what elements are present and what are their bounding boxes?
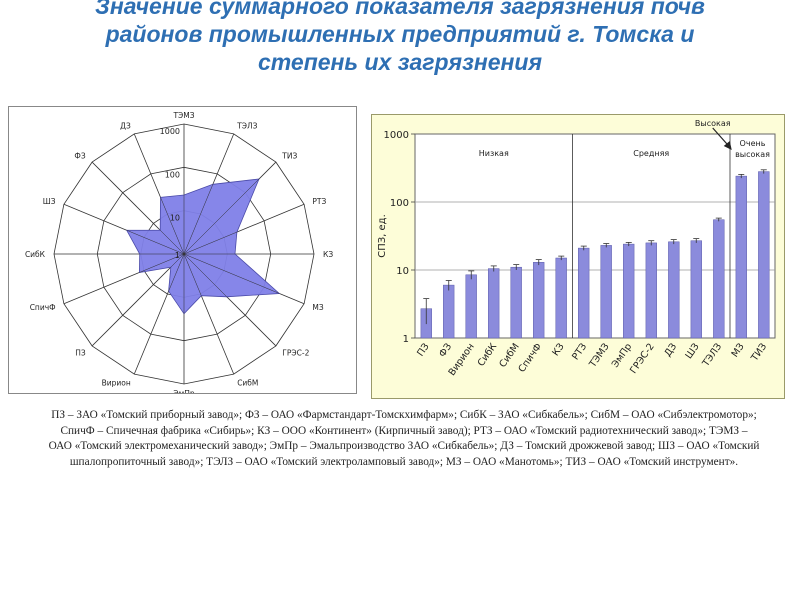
radar-category-label: ГРЭС-2 [282,348,309,357]
bar [465,274,477,339]
x-tick-label: ТИЗ [749,341,769,364]
y-tick-label: 1000 [384,130,409,141]
y-axis-label: СПЗ, ед. [377,214,388,258]
radar-category-label: ТИЗ [281,152,297,161]
x-tick-label: РТЗ [570,341,589,362]
title-line-3: степень их загрязнения [257,49,543,75]
bar [623,243,635,339]
radar-category-label: Вирион [102,378,131,387]
radar-chart: 1 10 100 1000 ТЭМЗ ТЭЛЗ ТИЗ РТЗ КЗ МЗ ГРЭС-2 СибМ Эм… [25,111,333,398]
annotation-label: Высокая [695,119,731,128]
radar-spoke-inner [160,197,185,255]
bar-chart-panel: 1 10 100 1000 СПЗ, ед. Низкая Средняя Очень высо… [371,114,785,399]
radar-category-label: ЭмПр [173,389,195,393]
title-line-2: районов промышленных предприятий г. Томс… [105,21,695,47]
radar-spoke-inner [170,253,185,268]
y-tick-label: 100 [390,198,409,209]
x-tick-label: ДЗ [662,341,679,358]
bar [713,219,725,339]
zone-label: Очень высокая [735,139,770,159]
radar-ring-label: 1 [175,251,180,260]
bar [690,240,702,339]
radar-chart-panel: 1 10 100 1000 ТЭМЗ ТЭЛЗ ТИЗ РТЗ КЗ МЗ ГРЭС-2 СибМ Эм… [8,106,357,398]
radar-category-label: СибК [25,250,46,259]
bar [488,268,500,339]
x-tick-label: ШЗ [683,341,701,361]
radar-category-label: ТЭЛЗ [236,122,257,131]
bar [735,175,747,339]
x-tick-label: ФЗ [437,341,454,359]
x-tick-label: МЗ [730,341,747,359]
radar-spoke-inner [183,184,214,255]
bar [578,247,590,339]
y-tick-label: 10 [396,266,409,277]
radar-category-label: РТЗ [312,197,326,206]
bar [600,245,612,339]
radar-category-label: МЗ [312,303,323,312]
bar-chart: 1 10 100 1000 СПЗ, ед. Низкая Средняя Очень высо… [377,119,776,378]
radar-ring-label: 1000 [160,127,180,136]
zone-label: Низкая [479,149,509,158]
x-tick-label: СпичФ [516,341,544,374]
x-tick-label: ТЭЛЗ [700,341,724,369]
radar-ring-label: 10 [170,214,180,223]
bar [645,242,657,339]
zone-label: Средняя [633,149,669,158]
radar-spoke [91,253,185,347]
x-tick-label: ТЭМЗ [587,341,612,370]
annotation-arrowhead [723,141,732,150]
radar-spoke-inner [183,178,260,255]
radar-category-label: КЗ [323,250,333,259]
radar-spoke-inner [139,253,185,273]
radar-category-label: ФЗ [74,152,85,161]
radar-spoke-inner [168,253,185,292]
radar-category-label: ДЗ [120,122,131,131]
radar-spoke-inner [183,231,238,255]
page-title: Значение суммарного показателя загрязнен… [0,0,800,76]
bar [510,266,522,339]
bar [533,262,545,339]
radar-category-label: ПЗ [75,348,86,357]
x-tick-label: СибК [476,341,500,368]
legend-caption: ПЗ – ЗАО «Томский приборный завод»; ФЗ –… [48,409,760,468]
radar-spoke-inner [183,253,228,298]
radar-category-label: СибМ [237,378,258,387]
radar-category-label: СпичФ [30,303,56,312]
bar [758,171,770,339]
radar-spoke-inner [159,229,185,255]
radar-category-label: ТЭМЗ [172,111,194,120]
y-tick-label: 1 [403,334,409,345]
annotation-arrow [712,127,730,147]
title-line-1: Значение суммарного показателя загрязнен… [95,0,705,19]
bar [443,284,455,339]
radar-ring-label: 100 [165,170,180,179]
x-tick-label: КЗ [550,341,566,358]
radar-spoke-inner [183,253,202,296]
radar-category-label: ШЗ [43,197,56,206]
bar [555,257,567,339]
radar-spoke-inner [183,253,280,294]
x-tick-label: ПЗ [415,341,432,358]
bar [668,241,680,339]
radar-spoke-inner [126,230,185,255]
